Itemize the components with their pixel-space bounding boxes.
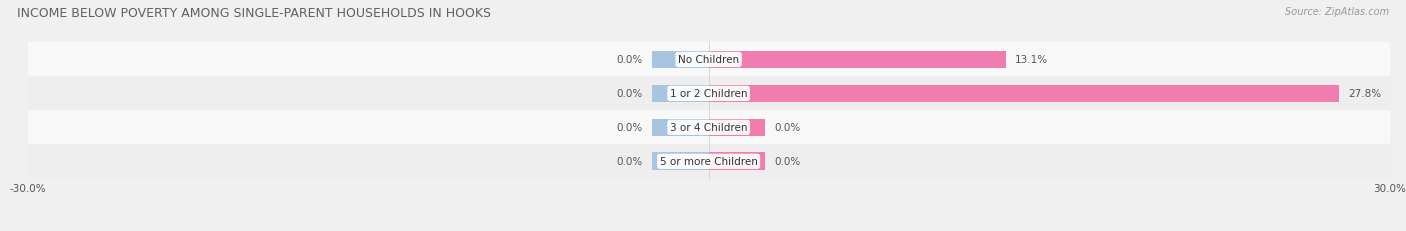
- Bar: [709, 153, 765, 170]
- Text: 0.0%: 0.0%: [775, 157, 800, 167]
- Text: 3 or 4 Children: 3 or 4 Children: [669, 123, 748, 133]
- Bar: [28, 111, 1389, 145]
- Bar: [652, 85, 709, 103]
- Bar: [709, 51, 1005, 69]
- Text: No Children: No Children: [678, 55, 740, 65]
- Bar: [28, 145, 1389, 179]
- Bar: [652, 119, 709, 137]
- Bar: [652, 51, 709, 69]
- Text: 27.8%: 27.8%: [1348, 89, 1382, 99]
- Text: 0.0%: 0.0%: [617, 55, 643, 65]
- Text: INCOME BELOW POVERTY AMONG SINGLE-PARENT HOUSEHOLDS IN HOOKS: INCOME BELOW POVERTY AMONG SINGLE-PARENT…: [17, 7, 491, 20]
- Text: 13.1%: 13.1%: [1015, 55, 1047, 65]
- Text: 0.0%: 0.0%: [775, 123, 800, 133]
- Text: 0.0%: 0.0%: [617, 123, 643, 133]
- Bar: [28, 77, 1389, 111]
- Text: 1 or 2 Children: 1 or 2 Children: [669, 89, 748, 99]
- Text: Source: ZipAtlas.com: Source: ZipAtlas.com: [1285, 7, 1389, 17]
- Text: 0.0%: 0.0%: [617, 89, 643, 99]
- Bar: [28, 43, 1389, 77]
- Text: 5 or more Children: 5 or more Children: [659, 157, 758, 167]
- Text: 0.0%: 0.0%: [617, 157, 643, 167]
- Bar: [709, 119, 765, 137]
- Legend: Single Father, Single Mother: Single Father, Single Mother: [609, 229, 808, 231]
- Bar: [652, 153, 709, 170]
- Bar: [709, 85, 1340, 103]
